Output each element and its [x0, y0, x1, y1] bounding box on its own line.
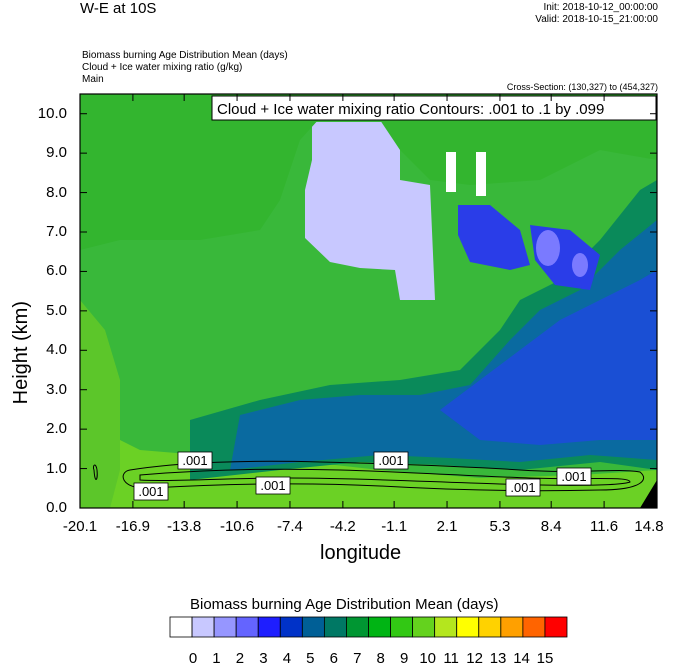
colorbar-label: 1: [212, 650, 221, 667]
x-tick-label: -4.2: [329, 518, 356, 535]
colorbar-label: 7: [353, 650, 362, 667]
contour-outer: [122, 460, 645, 492]
colorbar-swatch: [191, 616, 215, 638]
colorbar-label: 0: [188, 650, 198, 667]
x-tick-label: -10.6: [219, 518, 255, 535]
y-axis-label: Height (km): [10, 301, 32, 405]
colorbar-swatch: [279, 616, 303, 638]
colorbar-label: 2: [235, 650, 245, 667]
colorbar-swatch: [390, 616, 414, 638]
colorbar-swatch: [544, 616, 568, 638]
colorbar-swatch: [478, 616, 502, 638]
y-tick-label: 8.0: [46, 183, 67, 201]
init-time: Init: 2018-10-12_00:00:00: [543, 2, 658, 13]
colorbar-label: 14: [513, 650, 530, 667]
y-tick-label: 4.0: [46, 341, 67, 359]
valid-time: Valid: 2018-10-15_21:00:00: [535, 14, 658, 25]
colorbar-swatch: [235, 616, 259, 638]
plot-frame: [79, 93, 658, 509]
field-region-white-1: [446, 152, 456, 192]
colorbar-swatch: [368, 616, 391, 638]
field-region-light-violet: [536, 230, 560, 266]
field-region-upper-blue: [458, 205, 530, 270]
x-tick-label: -7.4: [277, 518, 303, 535]
colorbar-label: 3: [259, 650, 268, 667]
field-region-white-2: [476, 152, 486, 196]
field-region-left-light: [80, 300, 120, 508]
colorbar-label: 8: [376, 650, 385, 667]
contour-left-small: [92, 464, 98, 480]
field-region-light-violet-2: [572, 253, 588, 277]
y-tick-label: 3.0: [46, 380, 67, 398]
colorbar-swatch: [323, 616, 347, 638]
colorbar-label: 6: [329, 650, 338, 667]
contour-labels: .001 .001 .001 .001 .001 .001: [133, 451, 592, 501]
x-axis-label: longitude: [320, 542, 402, 564]
y-tick-label: 2.0: [46, 420, 67, 438]
field-region-lavender: [305, 122, 435, 300]
contour-info-box: [211, 95, 657, 121]
x-tick-label: -16.9: [115, 518, 150, 535]
axis-ticks: [79, 94, 658, 509]
x-tick-label: 2.1: [436, 518, 458, 535]
contour-label: .001: [182, 453, 207, 468]
subtitle-contour-field: Cloud + Ice water mixing ratio (g/kg): [82, 62, 243, 73]
colorbar-label: 5: [306, 650, 315, 667]
contour-label: .001: [378, 453, 403, 468]
colorbar-swatch: [500, 616, 524, 638]
x-tick-label: -20.1: [62, 518, 98, 535]
colorbar-title: Biomass burning Age Distribution Mean (d…: [190, 596, 499, 613]
contour-label: .001: [510, 480, 535, 495]
contour-label: .001: [138, 484, 163, 499]
colorbar-label: 15: [536, 650, 554, 667]
plot-title: W-E at 10S: [80, 0, 157, 17]
colorbar-label: 13: [489, 650, 507, 667]
colorbar-swatch: [412, 616, 436, 638]
colorbar: [169, 616, 568, 638]
heatmap-field: [80, 94, 657, 508]
colorbar-swatch: [301, 616, 325, 638]
colorbar-swatch: [456, 616, 480, 638]
subtitle-main: Main: [82, 74, 104, 85]
y-tick-label: 9.0: [46, 144, 67, 162]
contour-label: .001: [260, 478, 285, 493]
contour-info-text: Cloud + Ice water mixing ratio Contours:…: [217, 101, 604, 118]
colorbar-label: 11: [443, 650, 459, 667]
colorbar-label: 12: [466, 650, 483, 667]
field-region-upper-green: [80, 94, 657, 250]
colorbar-swatch: [257, 616, 281, 638]
subtitle-shaded-field: Biomass burning Age Distribution Mean (d…: [82, 50, 288, 61]
colorbar-label: 10: [419, 650, 436, 667]
y-tick-label: 6.0: [46, 262, 67, 280]
colorbar-swatch: [434, 616, 458, 638]
colorbar-label: 9: [400, 650, 409, 667]
colorbar-swatch: [346, 616, 369, 638]
colorbar-swatch: [169, 616, 193, 638]
y-tick-label: 10.0: [37, 104, 67, 122]
colorbar-label: 4: [282, 650, 292, 667]
contour-label: .001: [561, 469, 586, 484]
x-tick-label: -13.8: [167, 518, 202, 535]
x-tick-label: -1.1: [381, 518, 408, 535]
x-tick-label: 14.8: [634, 518, 664, 535]
cross-section-label: Cross-Section: (130,327) to (454,327): [506, 82, 658, 92]
x-tick-label: 11.6: [590, 518, 619, 535]
y-tick-label: 1.0: [46, 459, 67, 477]
y-tick-label: 5.0: [46, 301, 67, 319]
y-tick-label: 7.0: [46, 223, 67, 240]
field-region-dark-corner: [640, 480, 657, 508]
x-tick-label: 5.3: [489, 518, 511, 535]
field-region-blue: [440, 270, 657, 445]
y-tick-label: 0.0: [46, 499, 67, 516]
colorbar-swatch: [213, 616, 237, 638]
colorbar-swatch: [522, 616, 546, 638]
x-tick-label: 8.4: [540, 518, 562, 535]
